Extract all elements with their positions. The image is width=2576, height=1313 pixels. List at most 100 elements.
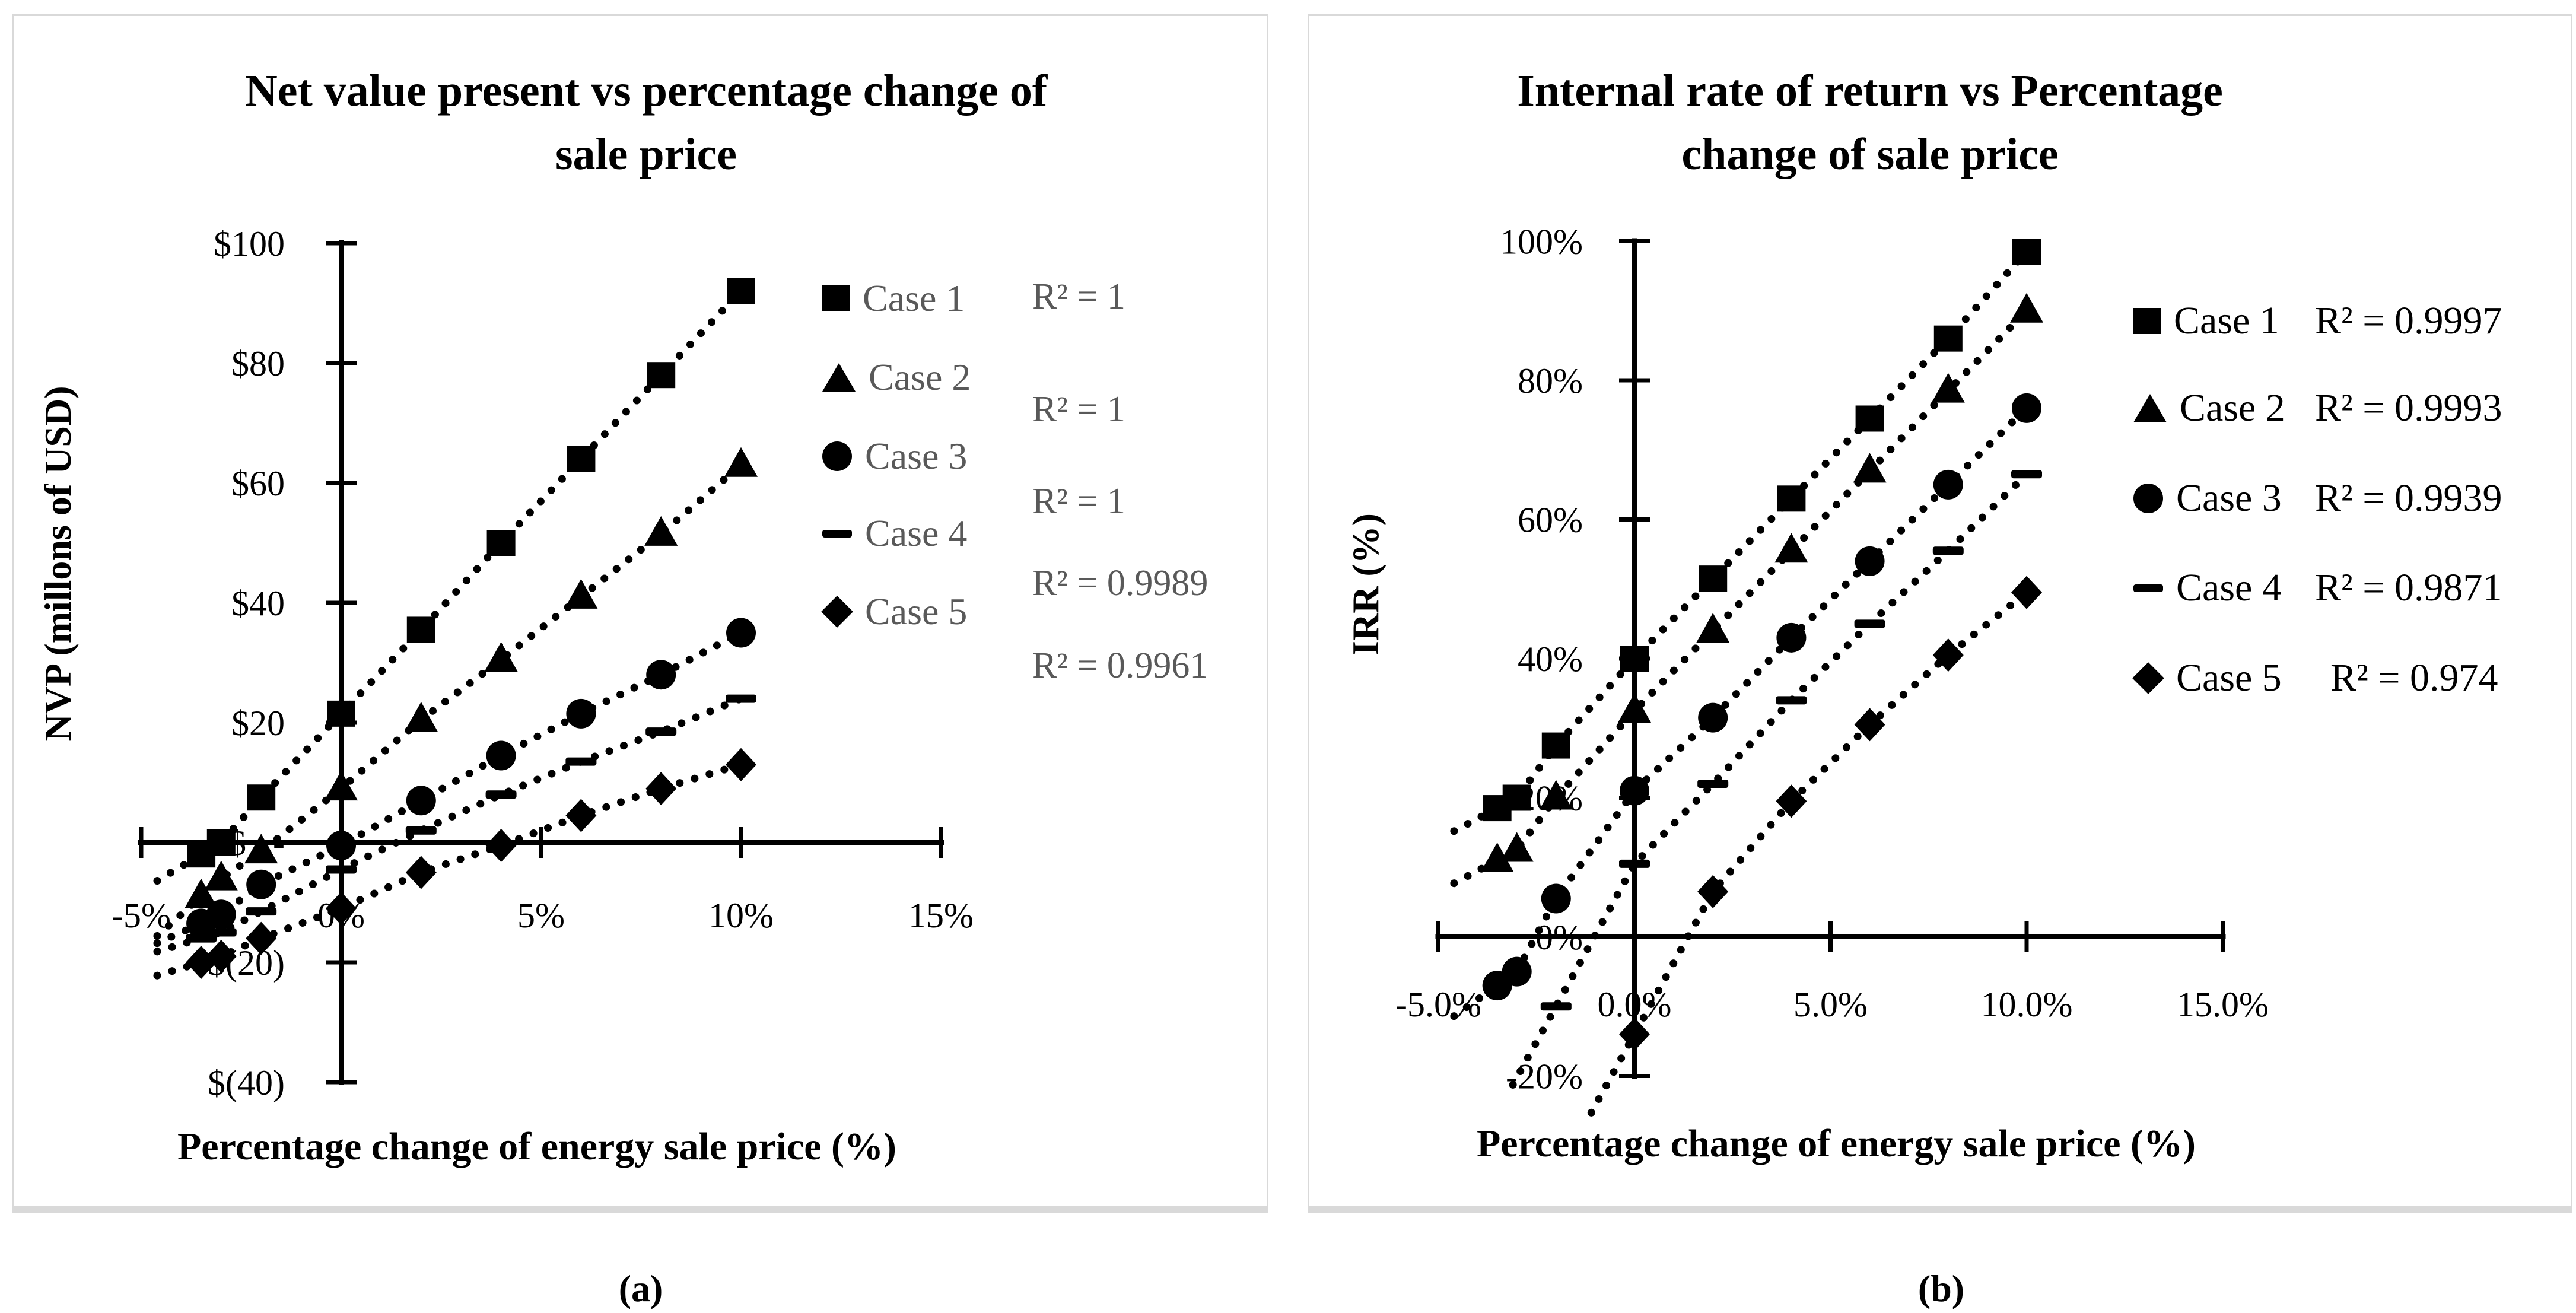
y-tick-label: $100 [214, 224, 285, 263]
data-point-dash-marker [1697, 780, 1729, 789]
r2-value-case-3: R² = 0.9939 [2315, 476, 2502, 520]
data-point-dash-marker [1776, 696, 1807, 705]
data-point-circle-marker [1855, 546, 1885, 576]
data-point-square-marker [206, 829, 236, 856]
data-point-triangle-marker [325, 771, 358, 801]
legend-label: Case 2 [2180, 386, 2285, 430]
data-point-triangle-marker [1696, 613, 1730, 643]
r2-value-case-3: R² = 1 [1032, 481, 1125, 522]
legend-label: Case 3 [2176, 476, 2282, 520]
case2-triangle-marker-icon [822, 363, 856, 392]
data-point-square-marker [567, 446, 596, 472]
legend-label: Case 1 [2174, 299, 2279, 342]
data-point-triangle-marker [244, 834, 278, 864]
data-point-circle-marker [1698, 702, 1728, 733]
series-case-1 [1483, 239, 2041, 822]
data-point-dash-marker [246, 907, 277, 916]
data-point-triangle-marker [1500, 832, 1534, 862]
data-point-triangle-marker [2010, 293, 2043, 323]
data-point-dash-marker [205, 928, 237, 937]
legend-item-case-5: Case 5 [821, 585, 967, 638]
data-point-dash-marker [1619, 859, 1650, 868]
data-point-square-marker [2012, 239, 2041, 265]
legend-item-case-3: Case 3 [822, 430, 967, 483]
x-tick-label: 10% [708, 896, 774, 935]
chart-a-title-line1: Net value present vs percentage change o… [244, 66, 1048, 116]
data-point-diamond-marker [1932, 638, 1964, 672]
case4-dash-marker-icon [822, 529, 852, 538]
data-point-square-marker [1620, 646, 1649, 672]
data-point-circle-marker [486, 740, 516, 771]
data-point-circle-marker [246, 869, 276, 899]
y-tick-label: $(40) [208, 1063, 285, 1102]
legend-label: Case 4 [2176, 566, 2282, 609]
chart-b-title-line1: Internal rate of return vs Percentage [1517, 66, 2223, 116]
chart-b-x-axis-title: Percentage change of energy sale price (… [1476, 1122, 2196, 1165]
data-point-square-marker [1541, 732, 1570, 759]
data-point-triangle-marker [404, 701, 438, 732]
data-point-triangle-marker [564, 578, 598, 609]
data-point-square-marker [1502, 784, 1531, 811]
data-point-circle-marker [326, 831, 356, 861]
data-point-dash-marker [565, 757, 597, 766]
data-point-diamond-marker [485, 829, 517, 863]
data-point-triangle-marker [724, 447, 758, 477]
chart-a-title: Net value present vs percentage change o… [171, 59, 1121, 186]
data-point-triangle-marker [1774, 533, 1808, 563]
trendline-case-4 [1509, 470, 2031, 1089]
series-case-4 [1540, 470, 2042, 1011]
data-point-diamond-marker [205, 939, 237, 973]
y-tick-label: 100% [1500, 222, 1583, 262]
case1-square-marker-icon [822, 285, 850, 311]
y-tick-label: $40 [231, 584, 285, 623]
r2-value-case-5: R² = 0.9961 [1032, 645, 1209, 686]
panel-a [12, 14, 1268, 1213]
chart-b-title: Internal rate of return vs Percentage ch… [1395, 59, 2345, 186]
data-point-triangle-marker [185, 878, 218, 908]
legend-item-case-4: Case 4 [822, 507, 967, 560]
data-point-diamond-marker [405, 856, 437, 889]
x-tick-label: -5% [112, 896, 171, 935]
data-point-triangle-marker [1480, 843, 1514, 873]
legend-item-case-1: Case 1 [2133, 294, 2279, 348]
chart-a-y-axis-title: NVP (millons of USD) [37, 386, 79, 742]
chart-a-x-axis-title: Percentage change of energy sale price (… [177, 1125, 897, 1168]
r2-value-case-2: R² = 1 [1032, 389, 1125, 430]
data-point-circle-marker [1776, 622, 1807, 653]
series-case-3 [186, 618, 756, 939]
legend-label: Case 3 [865, 435, 968, 477]
data-point-circle-marker [2012, 393, 2041, 423]
data-point-dash-marker [1854, 619, 1885, 628]
data-point-dash-marker [2011, 470, 2042, 479]
data-point-square-marker [1777, 485, 1806, 512]
data-point-circle-marker [1502, 956, 1532, 987]
data-point-square-marker [327, 700, 355, 727]
data-point-dash-marker [726, 694, 756, 703]
legend-item-case-1: Case 1 [822, 272, 965, 325]
panel-b [1308, 14, 2572, 1213]
data-point-triangle-marker [1931, 373, 1965, 403]
legend-label: Case 4 [865, 512, 968, 554]
data-point-square-marker [1855, 405, 1884, 432]
r2-value-case-1: R² = 1 [1032, 276, 1125, 317]
y-tick-label: 60% [1518, 501, 1583, 540]
data-point-square-marker [406, 616, 435, 643]
x-tick-label: 10.0% [1981, 985, 2073, 1024]
legend-item-case-4: Case 4 [2133, 561, 2282, 615]
data-point-circle-marker [406, 786, 436, 816]
y-tick-label: 80% [1518, 361, 1583, 400]
y-tick-label: -20% [1506, 1057, 1583, 1096]
y-tick-label: 40% [1518, 640, 1583, 679]
data-point-triangle-marker [644, 516, 678, 546]
data-point-diamond-marker [246, 921, 277, 955]
data-point-circle-marker [726, 618, 756, 648]
r2-value-case-1: R² = 0.9997 [2315, 299, 2502, 342]
y-tick-label: $60 [231, 464, 285, 503]
series-case-5 [1619, 576, 2042, 1051]
data-point-triangle-marker [1618, 692, 1651, 723]
case2-triangle-marker-icon [2133, 394, 2167, 422]
data-point-square-marker [247, 784, 276, 811]
trendline-case-4 [153, 695, 745, 956]
